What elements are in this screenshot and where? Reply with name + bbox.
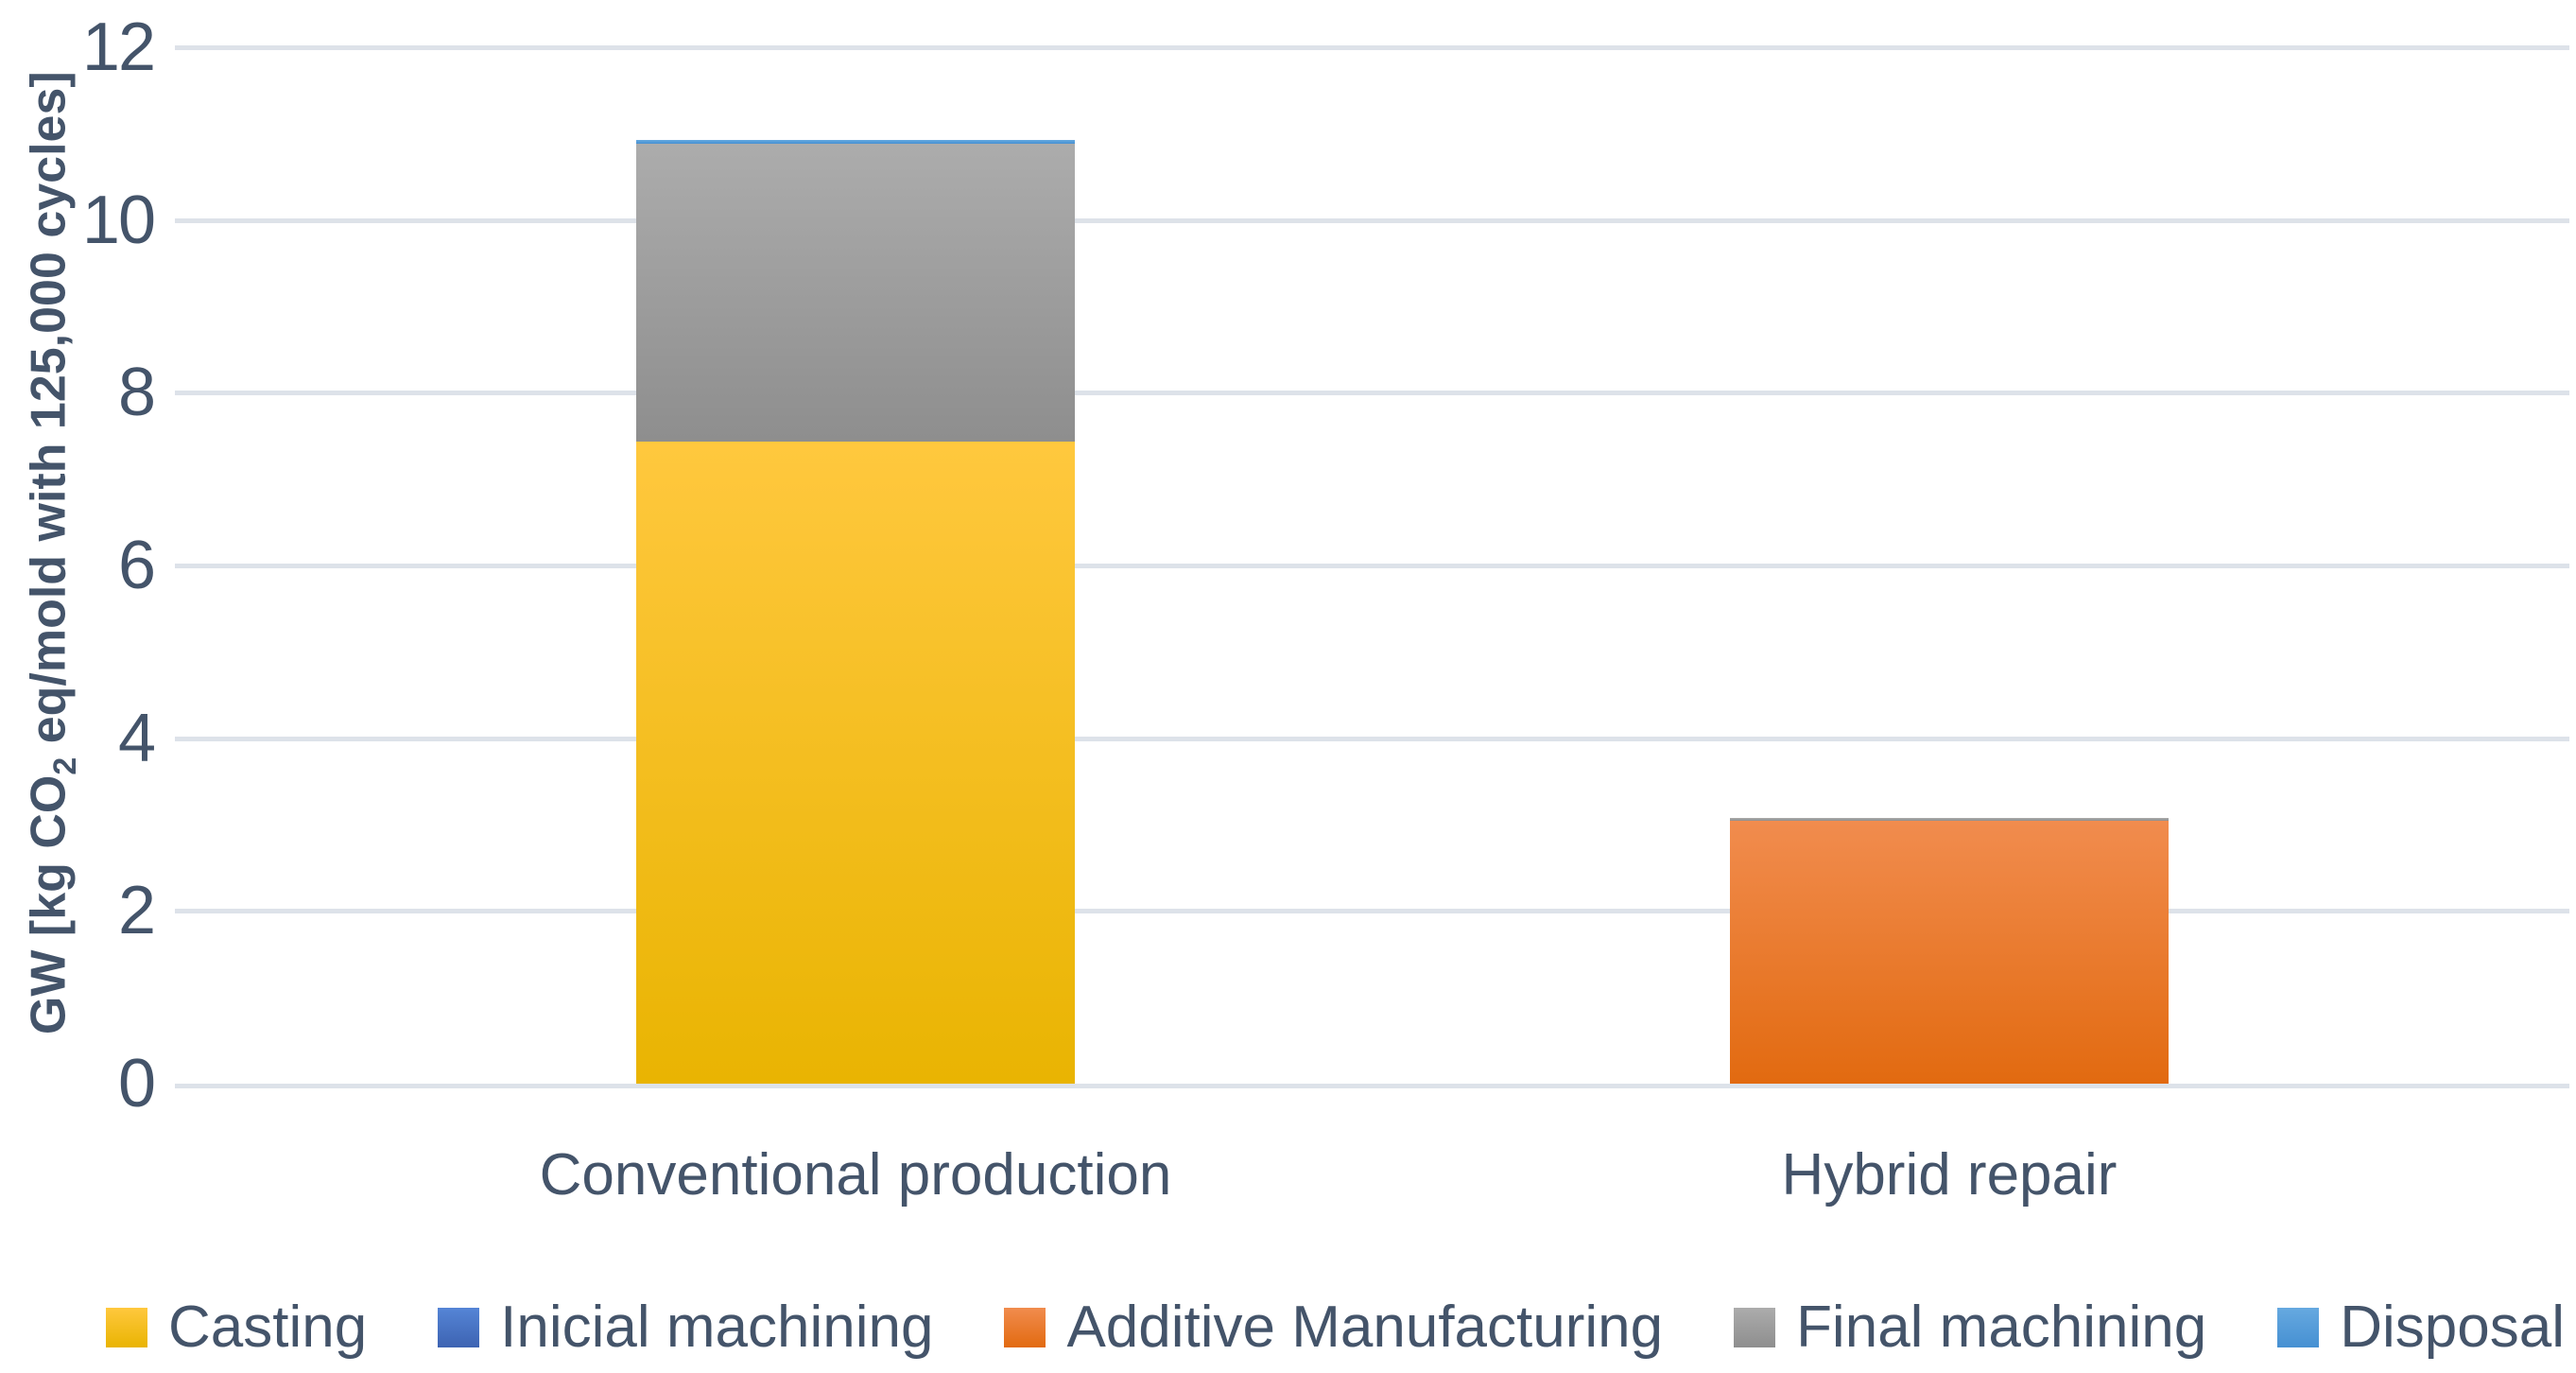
gridline-y6 bbox=[175, 564, 2569, 568]
gridline-y2 bbox=[175, 909, 2569, 914]
legend-item-disposal: Disposal bbox=[2277, 1297, 2565, 1358]
gridline-y12 bbox=[175, 45, 2569, 50]
y-tick-label-2: 2 bbox=[117, 873, 156, 949]
y-tick-label-0: 0 bbox=[117, 1046, 156, 1121]
bar-segment-final-machining-0 bbox=[636, 144, 1075, 443]
bar-segment-additive-manufacturing-1 bbox=[1730, 821, 2169, 1084]
gridline-y10 bbox=[175, 217, 2569, 223]
bar-segment-final-machining-1 bbox=[1730, 817, 2169, 822]
category-label-1: Hybrid repair bbox=[1781, 1142, 2118, 1208]
legend: Casting Inicial machining Additive Manufac… bbox=[106, 1297, 2565, 1358]
legend-swatch-inicial-machining bbox=[438, 1308, 480, 1347]
bar-segment-casting-0 bbox=[636, 442, 1075, 1084]
legend-label-disposal: Disposal bbox=[2340, 1295, 2565, 1360]
legend-label-casting: Casting bbox=[168, 1295, 368, 1360]
legend-label-final-machining: Final machining bbox=[1796, 1295, 2207, 1360]
legend-swatch-casting bbox=[106, 1308, 147, 1347]
y-tick-label-6: 6 bbox=[117, 528, 156, 603]
legend-item-casting: Casting bbox=[106, 1297, 367, 1358]
legend-swatch-disposal bbox=[2277, 1308, 2320, 1347]
category-label-0: Conventional production bbox=[539, 1142, 1172, 1208]
legend-item-final-machining: Final machining bbox=[1734, 1297, 2206, 1358]
y-tick-label-8: 8 bbox=[117, 355, 156, 431]
gridline-y8 bbox=[175, 391, 2569, 396]
gridline-y0 bbox=[175, 1084, 2569, 1088]
y-tick-label-10: 10 bbox=[81, 182, 156, 258]
legend-item-inicial-machining: Inicial machining bbox=[438, 1295, 934, 1360]
bar-segment-disposal-0 bbox=[636, 139, 1075, 145]
legend-swatch-additive-manufacturing bbox=[1004, 1308, 1046, 1347]
legend-label-additive-manufacturing: Additive Manufacturing bbox=[1066, 1295, 1664, 1360]
y-tick-label-4: 4 bbox=[117, 700, 156, 776]
legend-label-inicial-machining: Inicial machining bbox=[500, 1295, 934, 1360]
legend-item-additive-manufacturing: Additive Manufacturing bbox=[1004, 1297, 1663, 1358]
legend-swatch-final-machining bbox=[1734, 1308, 1776, 1347]
gridline-y4 bbox=[175, 736, 2569, 741]
y-tick-label-12: 12 bbox=[81, 9, 156, 85]
